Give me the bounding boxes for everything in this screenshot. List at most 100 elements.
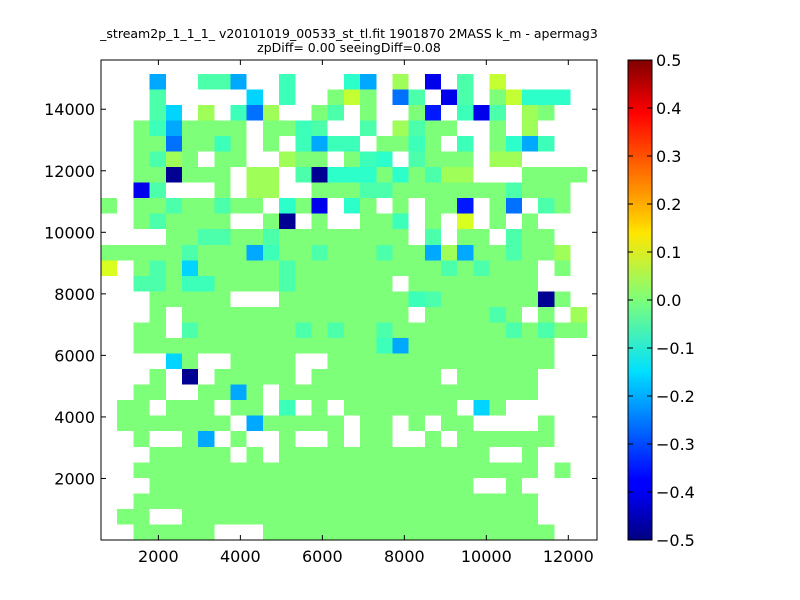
heatmap-cell [133,493,150,509]
heatmap-cell [181,275,199,292]
heatmap-cell [198,198,215,214]
heatmap-cell [424,477,442,494]
heatmap-cell [295,338,312,354]
heatmap-cell [521,462,539,478]
heatmap-cell [408,136,425,152]
heatmap-cell [246,508,263,525]
heatmap-cells [101,73,587,540]
heatmap-cell [457,369,474,385]
heatmap-cell [360,213,377,230]
heatmap-cell [230,400,247,416]
heatmap-cell [311,338,328,354]
heatmap-cell [424,524,442,540]
heatmap-cell [214,493,231,509]
colorbar-tick-label: −0.5 [656,531,695,550]
heatmap-cell [554,182,571,199]
heatmap-cell [489,120,506,136]
heatmap-cell [424,369,442,385]
y-tick-label: 14000 [44,100,95,119]
y-tick-label: 8000 [54,285,95,304]
heatmap-cell [149,244,166,261]
heatmap-cell [489,508,506,525]
heatmap-cell [538,431,555,447]
heatmap-cell [295,446,312,463]
y-tick-label: 2000 [54,469,95,488]
heatmap-cell [343,244,361,261]
heatmap-cell [311,151,328,168]
heatmap-cell [246,275,263,292]
heatmap-cell [376,213,393,230]
heatmap-cell [181,431,199,447]
heatmap-cell [457,89,474,105]
heatmap-cell [311,369,328,385]
heatmap-cell [230,198,247,214]
heatmap-cell [214,136,231,152]
heatmap-cell [392,306,409,323]
heatmap-cell [424,120,442,136]
heatmap-cell [473,493,490,509]
x-tick-label: 12000 [543,547,594,566]
heatmap-cell [149,477,166,494]
heatmap-cell [521,431,539,447]
heatmap-cell [521,508,539,525]
heatmap-cell [279,400,296,416]
heatmap-cell [521,369,539,385]
heatmap-cell [262,524,280,540]
heatmap-cell [327,167,344,183]
heatmap-cell [181,213,199,230]
heatmap-cell [165,477,182,494]
heatmap-cell [230,244,247,261]
plot-frame [100,59,598,541]
heatmap-cell [441,275,458,292]
heatmap-cell [230,120,247,136]
heatmap-cell [214,306,231,323]
heatmap-cell [441,524,458,540]
heatmap-cell [181,260,199,276]
heatmap-cell [149,73,166,90]
heatmap-cell [198,322,215,338]
heatmap-cell [457,431,474,447]
heatmap-cell [230,260,247,276]
heatmap-cell [376,400,393,416]
heatmap-cell [457,213,474,230]
heatmap-cell [230,353,247,370]
heatmap-cell [457,415,474,432]
heatmap-cell [149,260,166,276]
heatmap-cell [327,244,344,261]
heatmap-cell [424,244,442,261]
heatmap-cell [279,151,296,168]
heatmap-cell [327,260,344,276]
heatmap-cell [311,508,328,525]
heatmap-cell [424,493,442,509]
heatmap-cell [198,524,215,540]
colorbar-ticks: 0.5 0.4 0.3 0.2 0.1 0.0 −0.1 −0.2 −0.3 −0.4 −0.5 [628,51,695,550]
heatmap-cell [149,493,166,509]
heatmap-cell [360,167,377,183]
heatmap-cell [424,508,442,525]
heatmap-cell [279,213,296,230]
heatmap-cell [181,151,199,168]
heatmap-cell [489,493,506,509]
heatmap-cell [457,353,474,370]
heatmap-cell [246,104,263,121]
heatmap-cell [473,462,490,478]
heatmap-cell [360,431,377,447]
heatmap-cell [133,120,150,136]
heatmap-cell [343,291,361,307]
heatmap-cell [505,477,522,494]
heatmap-cell [279,524,296,540]
heatmap-cell [457,167,474,183]
heatmap-cell [198,229,215,245]
heatmap-cell [311,446,328,463]
heatmap-cell [424,151,442,168]
heatmap-cell [327,369,344,385]
heatmap-cell [505,198,522,214]
heatmap-cell [311,291,328,307]
heatmap-cell [262,275,280,292]
heatmap-cell [424,322,442,338]
heatmap-cell [133,322,150,338]
heatmap-cell [392,291,409,307]
heatmap-cell [441,415,458,432]
heatmap-cell [424,446,442,463]
heatmap-cell [554,462,571,478]
